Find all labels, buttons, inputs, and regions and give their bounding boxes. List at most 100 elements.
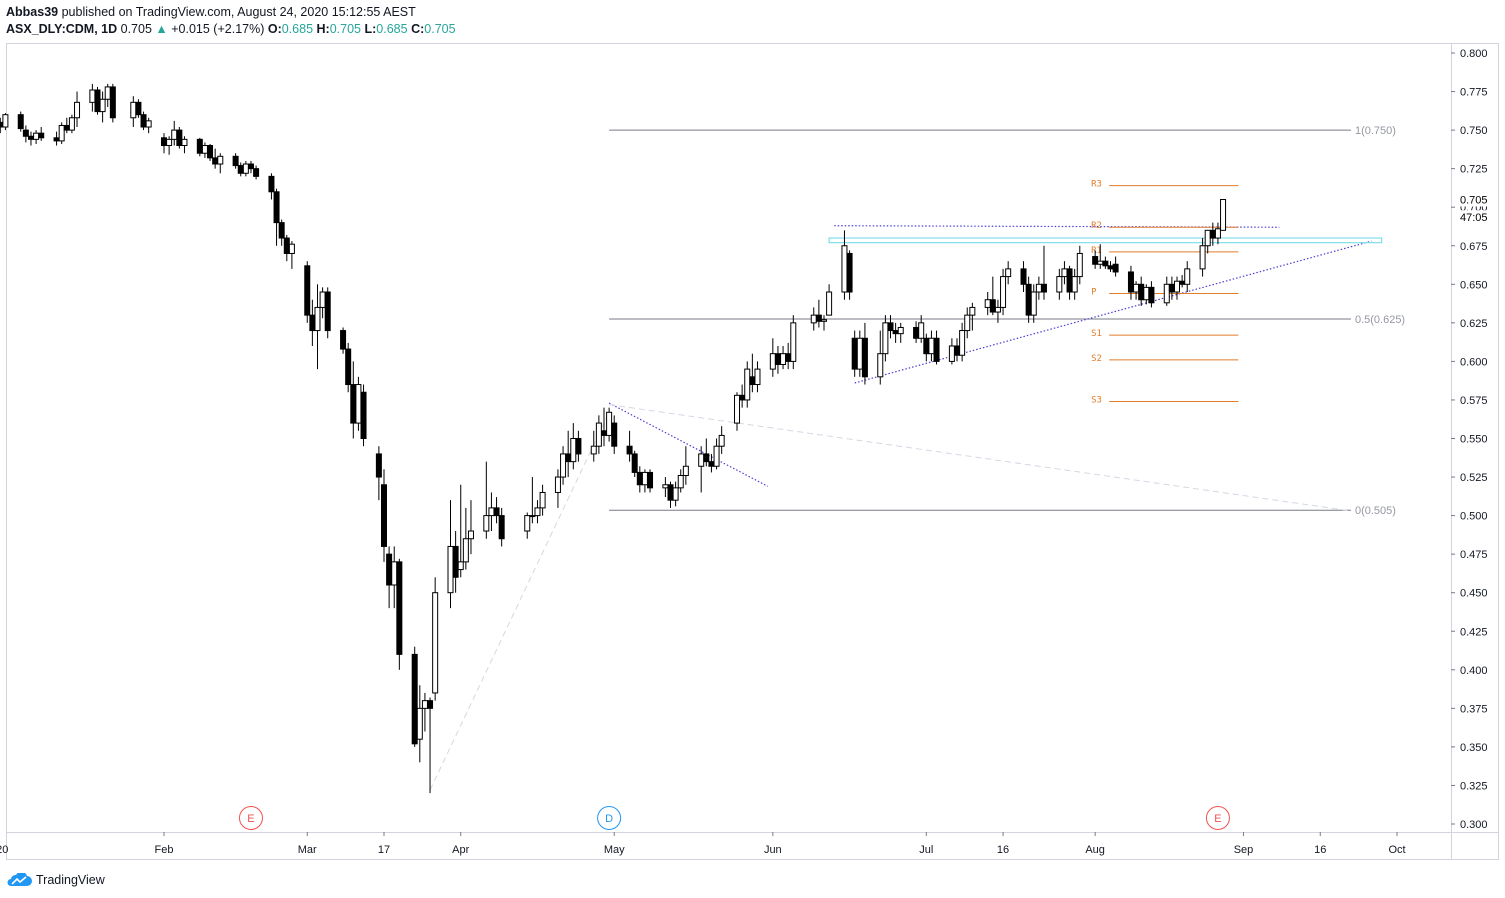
candle-down <box>17 114 24 130</box>
candle-up <box>969 306 976 316</box>
candle-up <box>421 700 428 709</box>
candle-down <box>340 330 347 350</box>
fib-level-label: 0(0.505) <box>1355 505 1396 517</box>
candle-down <box>667 484 674 501</box>
tradingview-cloud-icon <box>7 873 32 886</box>
candle-up <box>1143 286 1150 301</box>
candle-up <box>1071 276 1078 293</box>
price-tick-label: 0.650 <box>1460 279 1488 291</box>
symbol-label[interactable]: ASX_DLY:CDM, 1D <box>6 22 118 36</box>
price-axis: 0.8000.7750.7500.7250.7000.6750.6500.625… <box>1451 48 1497 831</box>
candle-up <box>1056 276 1063 293</box>
low-label: L: <box>364 22 377 36</box>
time-tick-label: Jul <box>919 844 933 856</box>
high-value: 0.705 <box>329 22 361 36</box>
candle-down <box>575 438 582 455</box>
candle-down <box>22 129 29 137</box>
candle-down <box>27 135 34 140</box>
candle-down <box>212 157 219 165</box>
candle-up <box>99 98 106 113</box>
candle-up <box>1184 268 1191 285</box>
candle-up <box>2 114 9 128</box>
pivot-label: S1 <box>1091 329 1102 339</box>
candle-down <box>851 337 858 370</box>
close-label: C: <box>411 22 425 36</box>
price-tick-label: 0.800 <box>1460 48 1488 60</box>
corner-frame <box>1451 832 1499 860</box>
candle-up <box>181 138 188 147</box>
candle-up <box>959 330 966 356</box>
candle-up <box>897 326 904 335</box>
pivot-label: S2 <box>1091 354 1102 364</box>
candle-down <box>386 553 393 586</box>
candle-down <box>63 124 70 131</box>
price-tick-label: 0.375 <box>1460 703 1488 715</box>
candle-down <box>350 384 357 424</box>
trendline <box>834 225 1280 228</box>
candle-down <box>237 165 244 174</box>
price-tick-label: 0.725 <box>1460 164 1488 176</box>
candle-down <box>954 345 961 356</box>
candle-up <box>467 530 474 540</box>
author-name[interactable]: Abbas39 <box>6 5 59 19</box>
candle-up <box>994 306 1001 313</box>
candle-up <box>718 434 725 447</box>
candle-up <box>820 319 827 322</box>
candle-up <box>166 138 173 147</box>
candle-down <box>360 391 367 439</box>
candle-up <box>1030 291 1037 316</box>
candle-up <box>606 411 613 436</box>
candle-down <box>626 445 633 455</box>
candle-up <box>560 453 567 478</box>
event-label: E <box>1214 813 1221 825</box>
candle-down <box>196 138 203 154</box>
candle-up <box>1035 283 1042 293</box>
footer-brand[interactable]: TradingView <box>6 871 105 889</box>
candle-down <box>887 322 894 332</box>
candle-up <box>217 155 224 165</box>
candle-up <box>1199 245 1206 270</box>
price-tick-label: 0.325 <box>1460 780 1488 792</box>
price-change: +0.015 (+2.17%) <box>171 22 265 36</box>
candle-down <box>1168 283 1175 293</box>
low-value: 0.685 <box>376 22 408 36</box>
candle-up <box>698 453 705 467</box>
candle-up <box>677 475 684 489</box>
candle-up <box>447 545 454 594</box>
candle-down <box>861 337 868 378</box>
event-label: E <box>247 813 254 825</box>
candle-down <box>1209 229 1216 239</box>
price-label: 0.705 <box>1460 194 1488 206</box>
candle-up <box>856 337 863 370</box>
candle-down <box>636 471 643 486</box>
candle-down <box>53 137 60 142</box>
candle-up <box>984 299 991 308</box>
candle-up <box>1133 283 1140 293</box>
candle-up <box>780 353 787 365</box>
candle-down <box>253 168 260 177</box>
candle-up <box>877 353 884 378</box>
candle-up <box>1061 268 1068 278</box>
candle-down <box>1127 271 1134 293</box>
candle-down <box>749 376 756 386</box>
candle-down <box>1148 286 1155 304</box>
candle-down <box>1092 256 1099 265</box>
candle-down <box>1020 268 1027 285</box>
candle-up <box>130 101 137 119</box>
candle-up <box>89 89 96 103</box>
candle-up <box>713 445 720 467</box>
last-price: 0.705 <box>120 22 152 36</box>
candle-down <box>1179 280 1186 285</box>
pivot-label: R1 <box>1091 246 1102 256</box>
candle-up <box>1220 198 1227 231</box>
candle-down <box>309 314 316 332</box>
event-label: D <box>605 813 613 825</box>
price-tick-label: 0.475 <box>1460 549 1488 561</box>
candle-up <box>33 132 40 140</box>
dividend-marker <box>597 806 622 830</box>
high-label: H: <box>316 22 330 36</box>
candle-up <box>1174 280 1181 293</box>
candle-up <box>145 120 152 128</box>
